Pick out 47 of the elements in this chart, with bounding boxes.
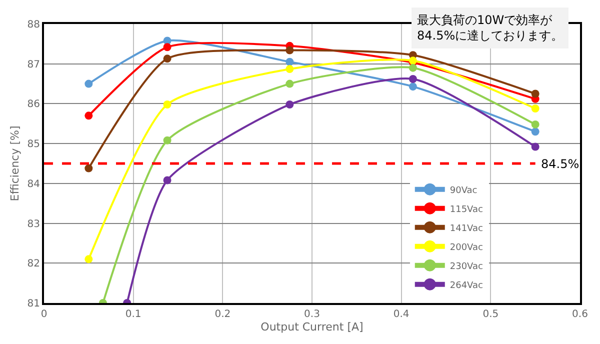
point (408, 75, 417, 83)
x-tick-label: 0 (40, 309, 48, 320)
point (84, 164, 93, 172)
point (531, 104, 540, 112)
y-tick-label: 83 (27, 218, 40, 230)
legend-label: 230Vac (450, 262, 484, 272)
point (286, 46, 294, 54)
y-tick-label: 81 (27, 298, 40, 310)
point (286, 58, 294, 66)
point (163, 100, 172, 109)
y-tick-label: 85 (27, 139, 40, 150)
point (163, 43, 172, 52)
x-tick-label: 0.2 (214, 309, 231, 320)
y-tick-label: 87 (27, 59, 40, 70)
point (531, 142, 540, 151)
point (84, 255, 93, 264)
legend-label: 115Vac (450, 204, 484, 215)
legend-label: 90Vac (450, 186, 478, 196)
point (531, 120, 540, 128)
y-axis-title: Efficiency [%] (8, 126, 22, 202)
point (408, 64, 417, 72)
annotation: 最大負荷の10Wで効率が 84.5%に達しております。 (417, 13, 564, 43)
y-tick-label: 88 (27, 20, 40, 30)
x-tick-label: 0.6 (572, 309, 588, 320)
y-tick-label: 84 (27, 178, 40, 190)
point (286, 65, 294, 74)
point (84, 80, 93, 88)
x-axis-title: Output Current [A] (260, 320, 364, 334)
y-tick-label: 86 (27, 99, 40, 110)
x-tick-label: 0.1 (125, 309, 142, 320)
point (286, 100, 294, 109)
point (84, 112, 93, 120)
point (531, 128, 540, 136)
ref-line-label: 84.5% (541, 157, 580, 171)
x-tick-label: 0.4 (393, 309, 410, 320)
point (286, 80, 294, 88)
x-tick-label: 0.3 (304, 309, 320, 320)
y-tick-label: 82 (27, 258, 40, 270)
legend-label: 200Vac (450, 242, 484, 253)
legend-label: 141Vac (450, 224, 484, 234)
x-tick-label: 0.5 (482, 309, 499, 320)
point (531, 90, 540, 98)
point (163, 54, 172, 63)
point (163, 136, 172, 144)
legend-label: 264Vac (450, 280, 484, 291)
point (408, 82, 417, 91)
point (163, 176, 172, 184)
